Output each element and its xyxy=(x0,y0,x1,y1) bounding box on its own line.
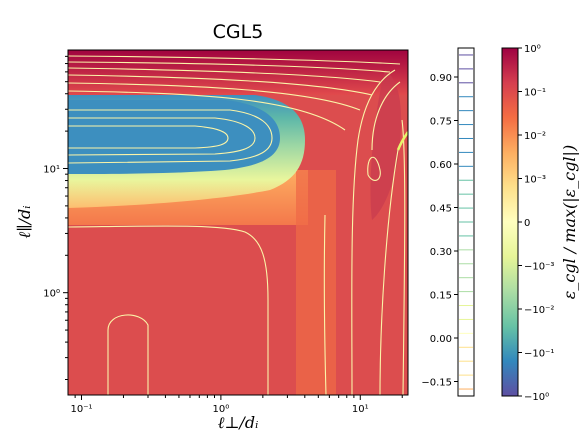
colorbar-tick-label: 0 xyxy=(524,218,530,229)
contour-level-ticks: 0.90 0.75 0.60 0.45 0.30 0.15 0.00 −0.15 xyxy=(421,54,473,390)
contour-line xyxy=(68,82,361,111)
contour-line xyxy=(68,67,381,83)
colorbar-tick-label: 10⁻¹ xyxy=(524,88,546,99)
contour-level-label: 0.45 xyxy=(430,204,452,215)
contour-line xyxy=(68,125,229,149)
plot-frame xyxy=(67,49,409,396)
y-tick-label: 10⁰ xyxy=(43,289,60,300)
colorbar-tick-label: −10⁻² xyxy=(524,305,554,316)
contour-level-label: 0.30 xyxy=(430,247,452,258)
contour-line xyxy=(401,119,406,395)
contour-line xyxy=(68,61,391,73)
contour-line xyxy=(68,90,346,131)
contour-line xyxy=(68,55,401,65)
heatmap-right-lobe xyxy=(370,70,402,220)
contour-line xyxy=(107,314,149,395)
contour-level-label: 0.60 xyxy=(430,160,452,171)
contour-level-label: 0.00 xyxy=(430,334,452,345)
colorbar-ticks: 10⁰ 10⁻¹ 10⁻² 10⁻³ 0 −10⁻³ −10⁻² −10⁻¹ −10⁰ xyxy=(518,44,554,403)
contours xyxy=(68,55,408,395)
colorbar-tick-label: 10⁰ xyxy=(524,44,541,55)
contour-line xyxy=(68,109,273,164)
contour-line xyxy=(351,69,396,395)
x-tick-label: 10¹ xyxy=(352,404,369,415)
colorbar-tick-label: 10⁻³ xyxy=(524,175,546,186)
y-tick-label: 10¹ xyxy=(43,165,60,176)
colorbar-label: ε_cgl / max(|ε_cgl|) xyxy=(560,145,579,299)
contour-line xyxy=(323,214,327,395)
colorbar-tick-label: −10⁰ xyxy=(524,392,549,403)
contour-line xyxy=(68,225,269,395)
colorbar xyxy=(501,47,519,397)
contour-line xyxy=(371,81,401,151)
contour-level-label: 0.15 xyxy=(430,291,452,302)
x-tick-label: 10⁰ xyxy=(213,404,230,415)
heatmap-vertical-band xyxy=(296,170,336,395)
contour-level-label: −0.15 xyxy=(421,378,452,389)
colorbar-tick-label: 10⁻² xyxy=(524,131,546,142)
x-tick-label: 10⁻¹ xyxy=(70,404,92,415)
heatmap xyxy=(68,50,408,395)
contour-line xyxy=(379,149,399,395)
contour-line xyxy=(68,117,256,156)
chart-title: CGL5 xyxy=(213,21,264,43)
contour-level-label: 0.75 xyxy=(430,117,452,128)
colorbar-tick-label: −10⁻³ xyxy=(524,262,554,273)
contour-line xyxy=(68,74,373,96)
x-axis-label: ℓ⊥/dᵢ xyxy=(218,413,259,432)
colorbar-tick-label: −10⁻¹ xyxy=(524,349,554,360)
contour-level-label: 0.90 xyxy=(430,73,452,84)
contour-line xyxy=(367,156,381,181)
x-axis: 10⁻¹ 10⁰ 10¹ xyxy=(70,395,403,415)
y-axis: 10⁰ 10¹ xyxy=(43,55,68,380)
contour-line xyxy=(396,131,408,151)
y-axis-label: ℓ∥/dᵢ xyxy=(15,206,34,239)
